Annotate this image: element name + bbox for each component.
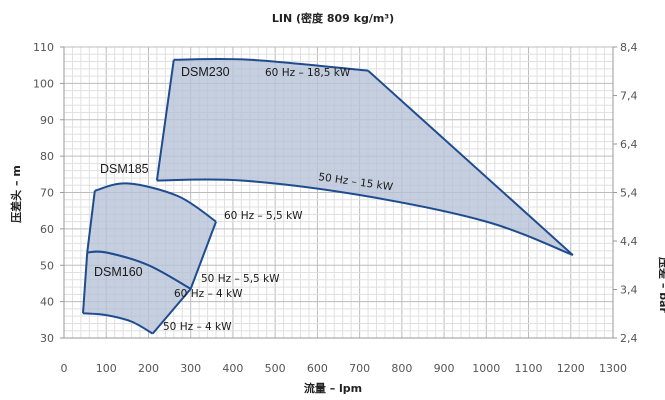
curve-dsm185-upper <box>94 182 217 223</box>
x-tick-label: 400 <box>222 362 243 375</box>
x-tick-label: 700 <box>349 362 370 375</box>
y-tick-label: 60 <box>40 223 54 236</box>
x-axis-title: 流量 – lpm <box>304 381 362 395</box>
axes: 0 100 200 300 400 500 600 700 800 900 1000 1100 1200… <box>33 41 638 375</box>
x-tick-label: 500 <box>265 362 286 375</box>
y2-tick-label: 8,4 <box>620 41 638 54</box>
x-tick-label: 0 <box>61 362 68 375</box>
edge-dsm185-right <box>189 221 217 290</box>
y2-tick-label: 3,4 <box>620 284 638 297</box>
y-tick-label: 100 <box>33 77 54 90</box>
x-tick-label: 900 <box>434 362 455 375</box>
y-tick-label: 80 <box>40 150 54 163</box>
y-tick-label: 110 <box>33 41 54 54</box>
y2-axis-title: 压差 – bar <box>657 257 665 313</box>
x-tick-label: 200 <box>138 362 159 375</box>
curve-dsm230-upper <box>173 57 369 72</box>
curve-label-dsm185-upper: 60 Hz – 5,5 kW <box>224 210 303 222</box>
x-tick-label: 1300 <box>599 362 627 375</box>
y2-tick-label: 2,4 <box>620 332 638 345</box>
edge-dsm230-right <box>367 69 574 256</box>
curve-label-dsm230-upper: 60 Hz – 18,5 kW <box>265 67 351 79</box>
y-tick-label: 90 <box>40 114 54 127</box>
curve-dsm160-lower <box>82 312 154 335</box>
edge-dsm160-right <box>151 288 192 335</box>
series-name-dsm160: DSM160 <box>94 265 143 279</box>
series-name-dsm185: DSM185 <box>100 162 149 176</box>
chart-title: LIN (密度 809 kg/m³) <box>272 11 394 25</box>
x-tick-label: 1000 <box>472 362 500 375</box>
region-dsm160 <box>83 251 191 334</box>
regions <box>82 57 574 335</box>
y2-tick-label: 5,4 <box>620 187 638 200</box>
y-tick-label: 70 <box>40 187 54 200</box>
x-tick-label: 1200 <box>557 362 585 375</box>
x-tick-label: 800 <box>391 362 412 375</box>
curve-label-dsm185-lower: 50 Hz – 5,5 kW <box>201 273 280 285</box>
x-tick-label: 600 <box>307 362 328 375</box>
curve-label-dsm160-lower: 50 Hz – 4 kW <box>163 321 232 333</box>
region-dsm230 <box>156 58 573 256</box>
x-tick-label: 100 <box>96 362 117 375</box>
y-tick-label: 50 <box>40 259 54 272</box>
y2-tick-label: 4,4 <box>620 235 638 248</box>
curve-label-dsm160-upper: 60 Hz – 4 kW <box>174 288 243 300</box>
y-tick-label: 30 <box>40 332 54 345</box>
x-tick-label: 300 <box>180 362 201 375</box>
region-dsm185 <box>87 183 217 289</box>
edge-dsm230-left <box>155 59 175 181</box>
y-tick-label: 40 <box>40 296 54 309</box>
y-axis-title: 压差头 – m <box>9 165 23 223</box>
edge-dsm185-left <box>86 190 96 253</box>
curve-dsm160-upper <box>87 250 192 290</box>
y2-tick-label: 7,4 <box>620 90 638 103</box>
edge-dsm160-left <box>82 252 89 314</box>
x-tick-label: 1100 <box>515 362 543 375</box>
series-name-dsm230: DSM230 <box>181 65 230 79</box>
curve-dsm230-lower <box>156 178 574 256</box>
y2-tick-label: 6,4 <box>620 138 638 151</box>
